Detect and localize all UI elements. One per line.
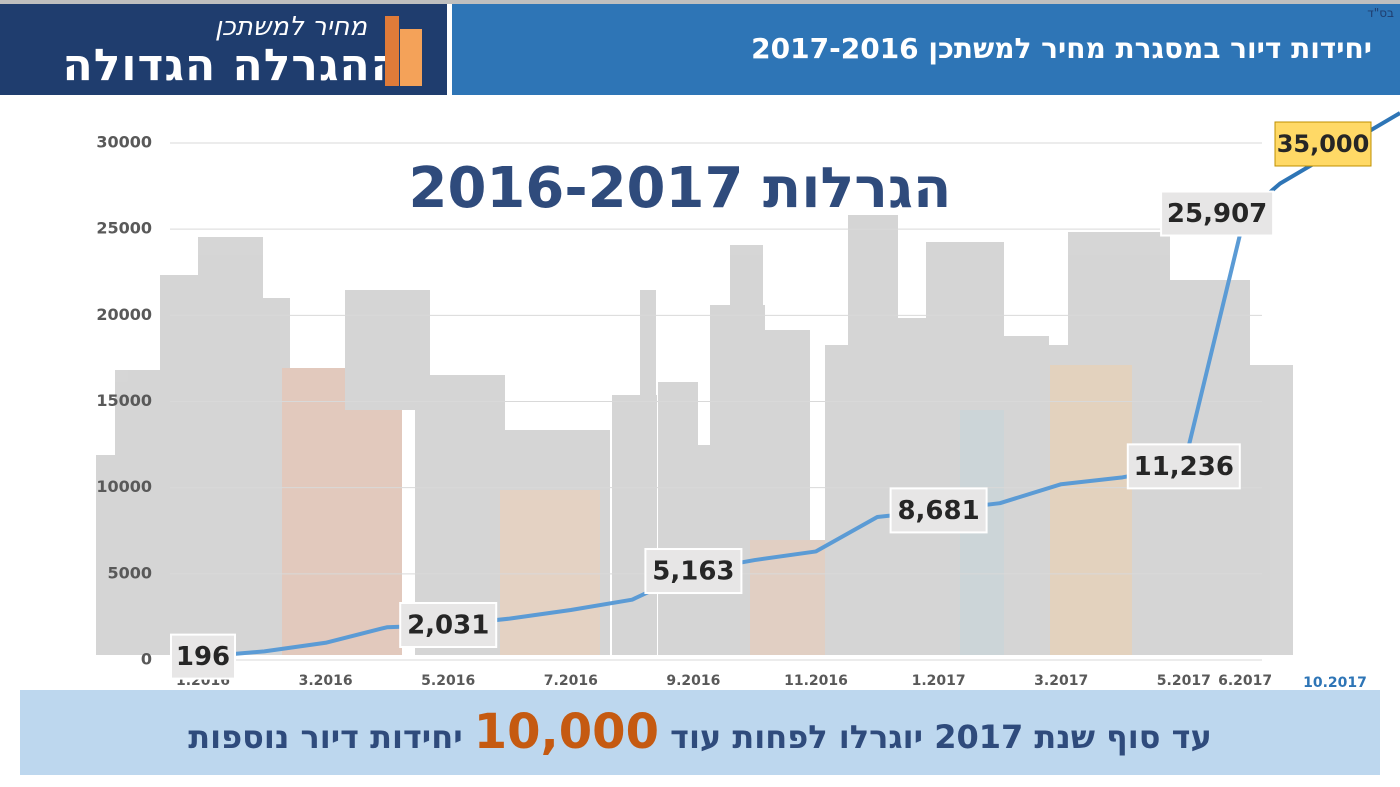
x-tick-label: 11.2016 [784,673,848,689]
x-tick-label: 3.2017 [1034,673,1088,689]
logo-main: ההגרלה הגדולה [62,40,402,91]
x-tick-label: 7.2016 [544,673,598,689]
data-label: 2,031 [399,601,498,648]
chart-title: הגרלות 2016-2017 [408,156,951,221]
target-label: 35,000 [1277,130,1370,158]
y-tick-label: 0 [141,650,152,669]
data-label-text: 2,031 [407,610,489,640]
corner-note: בס"ד [1367,6,1394,20]
logo-building [385,16,399,86]
footer-after: יחידות דיור נוספות [188,718,463,756]
y-tick-label: 5000 [107,563,152,582]
data-label-text: 196 [176,642,230,672]
data-label-text: 25,907 [1167,199,1267,229]
x-tick-label: 3.2016 [299,673,353,689]
top-strip [0,0,1400,4]
logo-building [400,29,422,86]
data-label-text: 8,681 [897,496,979,526]
chart: הגרלות 2016-2017 0 5000 10000 15000 20000 250… [96,111,1400,690]
y-tick-label: 25000 [96,219,152,238]
data-label-box [1160,190,1275,237]
footer-before: עד סוף שנת 2017 יוגרלו לפחות עוד [670,718,1212,756]
city-background [96,215,1293,655]
y-tick-label: 10000 [96,477,152,496]
logo-box: מחיר למשתכן ההגרלה הגדולה [0,4,447,95]
data-label: 11,236 [1126,443,1241,490]
data-label-box [170,633,236,680]
target-box [1274,121,1372,167]
x-tick-label: 5.2016 [421,673,475,689]
data-label-box [1126,443,1241,490]
y-tick-label: 30000 [96,133,152,152]
data-label: 196 [170,633,236,680]
y-tick-label: 15000 [96,391,152,410]
y-tick-label: 20000 [96,305,152,324]
footer-highlight: 10,000 [473,704,659,760]
data-label: 5,163 [644,548,743,595]
data-label-text: 11,236 [1134,452,1234,482]
logo-top: מחיר למשתכן [214,12,367,42]
x-tick-label: 5.2017 [1157,673,1211,689]
data-label-box [644,548,743,595]
data-label-text: 5,163 [652,557,734,587]
header-bar: יחידות דיור במסגרת מחיר למשתכן 2017-2016… [452,4,1400,95]
data-label-box [399,601,498,648]
footer-banner: עד סוף שנת 2017 יוגרלו לפחות עוד 10,000 … [20,690,1380,775]
data-label: 25,907 [1160,190,1275,237]
target-date: 10.2017 [1303,675,1367,690]
x-tick-label: 1.2017 [912,673,966,689]
x-tick-label: 6.2017 [1218,673,1272,689]
data-label: 8,681 [889,487,988,534]
header-title: יחידות דיור במסגרת מחיר למשתכן 2017-2016 [751,32,1372,65]
x-tick-label: 9.2016 [666,673,720,689]
footer-text: עד סוף שנת 2017 יוגרלו לפחות עוד 10,000 … [20,702,1380,767]
data-label-box [889,487,988,534]
